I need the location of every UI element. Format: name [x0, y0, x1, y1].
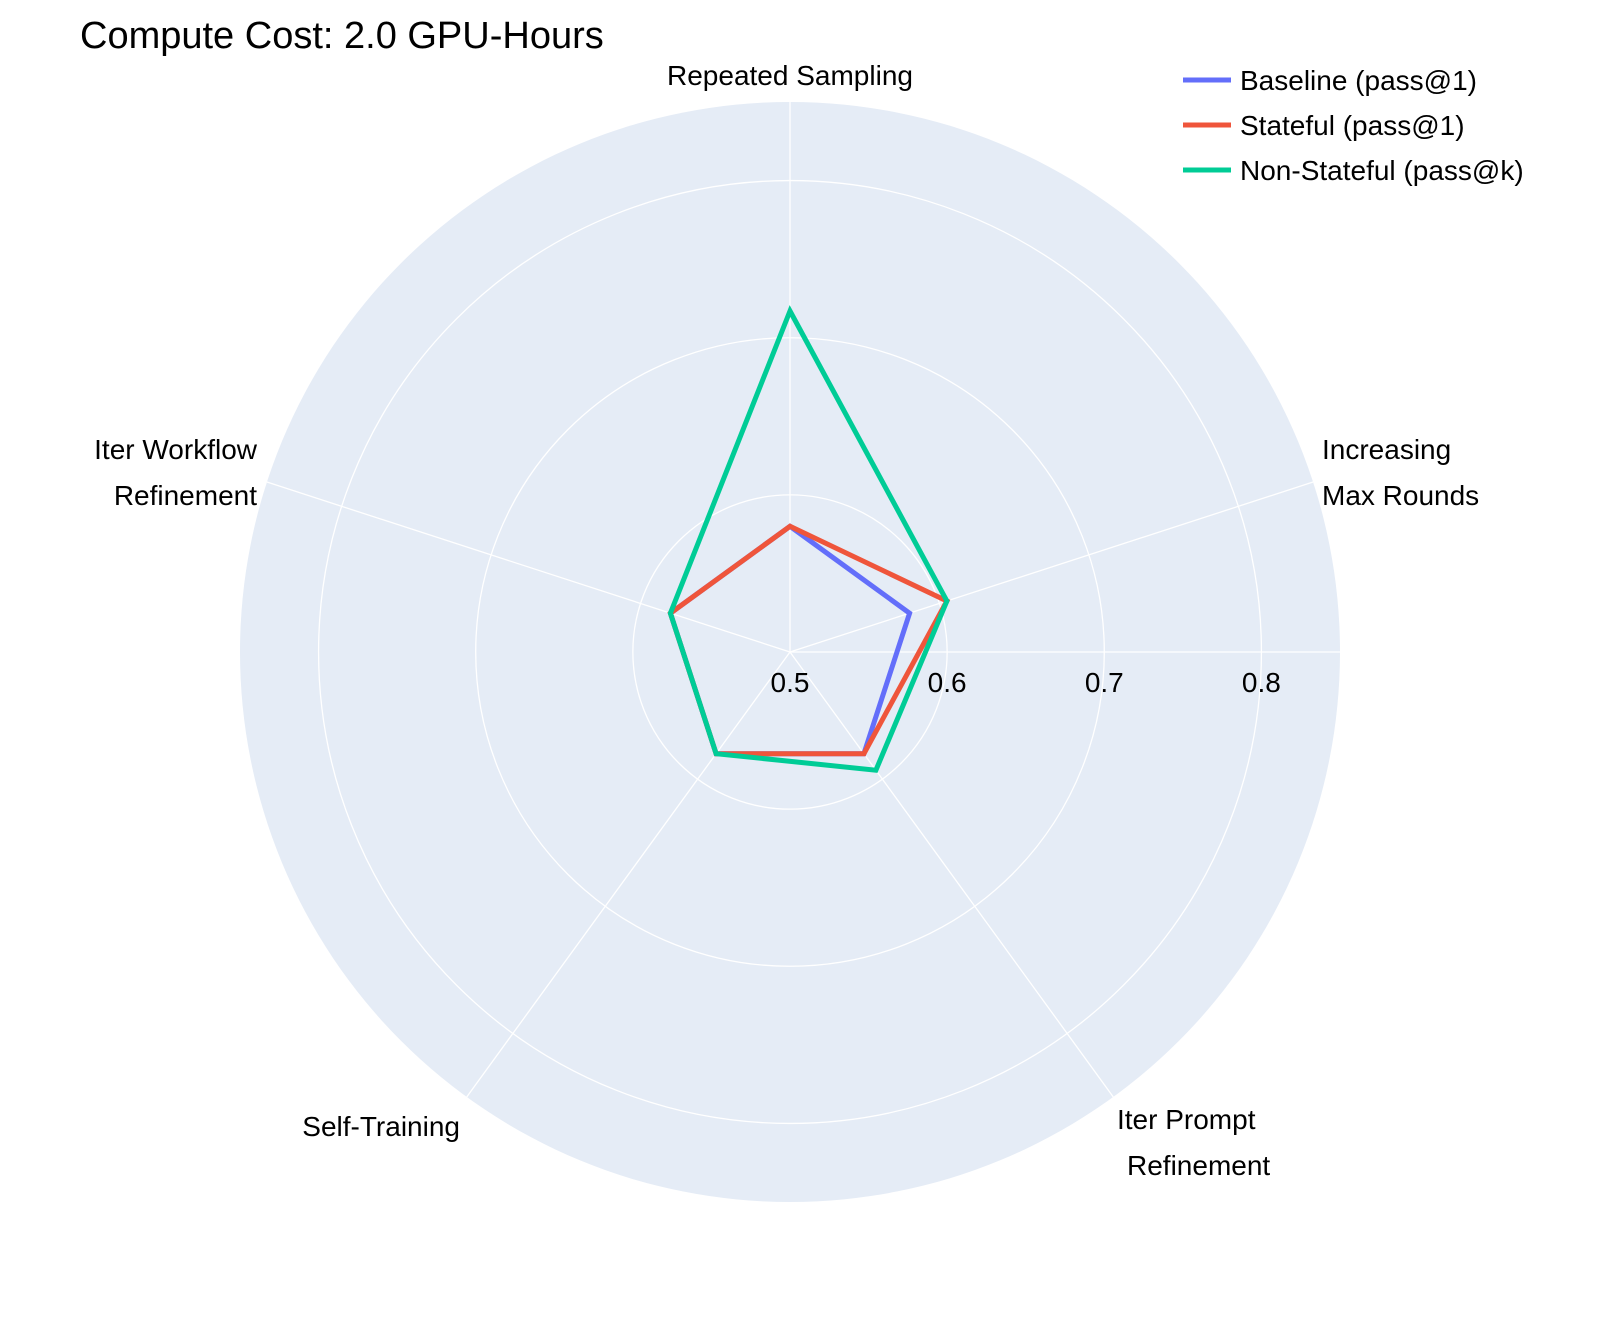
radial-tick-label: 0.8	[1242, 667, 1281, 698]
category-label-line: Max Rounds	[1322, 480, 1479, 511]
radial-tick-label: 0.7	[1085, 667, 1124, 698]
category-label-0: Repeated Sampling	[667, 60, 913, 91]
category-label-3: Self-Training	[302, 1111, 460, 1142]
category-label-line: Repeated Sampling	[667, 60, 913, 91]
category-label-line: Increasing	[1322, 434, 1451, 465]
legend-label-2: Non-Stateful (pass@k)	[1240, 155, 1524, 186]
chart-title: Compute Cost: 2.0 GPU-Hours	[80, 15, 604, 57]
legend-label-1: Stateful (pass@1)	[1240, 110, 1465, 141]
category-label-line: Refinement	[1127, 1150, 1270, 1181]
category-label-line: Iter Prompt	[1117, 1104, 1256, 1135]
radial-tick-label: 0.5	[771, 667, 810, 698]
category-label-line: Iter Workflow	[94, 434, 258, 465]
category-label-line: Refinement	[114, 480, 257, 511]
legend-label-0: Baseline (pass@1)	[1240, 65, 1477, 96]
category-label-line: Self-Training	[302, 1111, 460, 1142]
radial-tick-label: 0.6	[928, 667, 967, 698]
